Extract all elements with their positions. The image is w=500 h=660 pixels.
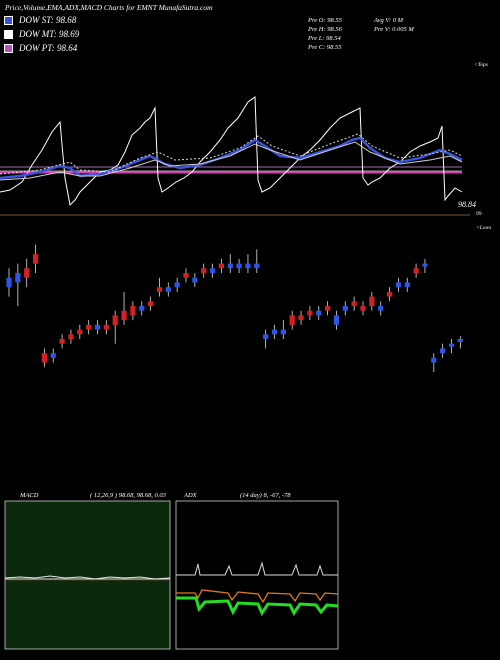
white-price-line — [0, 96, 463, 207]
candle-body — [41, 353, 47, 363]
candle-body — [139, 306, 145, 311]
candle-body — [112, 315, 118, 325]
candle-body — [342, 306, 348, 311]
candle-body — [218, 263, 224, 269]
dow-legend: DOW ST: 98.68 DOW MT: 98.69 DOW PT: 98.6… — [4, 14, 79, 56]
legend-swatch-pt — [4, 43, 13, 53]
stat-prev-high: Pre H: 98.56 — [308, 26, 342, 33]
candle-body — [68, 334, 74, 339]
stat-prev-close: Pre C: 98.55 — [308, 44, 342, 51]
legend-swatch-mt — [4, 29, 13, 39]
macd-line — [4, 575, 171, 580]
macd-background — [4, 500, 171, 650]
legend-label-st: DOW ST: 98.68 — [19, 15, 77, 25]
dow-mt-dashed-line — [0, 133, 463, 175]
candle-body — [413, 268, 419, 273]
candle-body — [103, 324, 109, 330]
candle-body — [457, 339, 463, 342]
legend-dow-mt: DOW MT: 98.69 — [4, 28, 79, 40]
candle-body — [130, 306, 136, 316]
candle-body — [298, 315, 304, 321]
stat-avg-volume: Avg V: 0 M — [374, 17, 403, 24]
candle-body — [378, 306, 384, 311]
candle-body — [245, 263, 251, 269]
candle-body — [156, 287, 163, 292]
plus-di-line — [176, 596, 339, 617]
candle-body — [94, 324, 101, 330]
candle-body — [386, 291, 393, 297]
candle-body — [271, 329, 278, 335]
adx-line — [176, 561, 338, 576]
chart-title: Price,Volume,EMA,ADX,MACD Charts for EMN… — [5, 3, 213, 12]
candle-body — [174, 282, 180, 288]
adx-params: (14 day) 8, -67, -78 — [240, 492, 291, 499]
macd-params: ( 12,26,9 ) 98.68, 98.68, 0.03 — [90, 492, 166, 499]
candle-body — [422, 263, 428, 267]
macd-label: MACD — [20, 492, 39, 499]
candle-body — [6, 277, 12, 288]
candle-body — [50, 353, 56, 358]
candle-body — [404, 282, 410, 288]
candle-body — [448, 343, 455, 347]
minus-di-line — [176, 589, 339, 604]
candle-body — [59, 339, 65, 344]
candle-body — [325, 306, 331, 311]
candlestick-series — [6, 244, 463, 372]
stat-prev-open: Pre O: 98.55 — [308, 17, 342, 24]
macd-title: MACD — [20, 492, 38, 499]
candle-body — [165, 287, 171, 292]
macd-panel — [4, 500, 171, 650]
candle-body — [254, 263, 260, 269]
candle-body — [333, 315, 340, 325]
candle-body — [201, 268, 207, 273]
legend-dow-st: DOW ST: 98.68 — [4, 14, 79, 26]
adx-title: ADX — [184, 492, 197, 499]
legend-swatch-st — [4, 15, 13, 25]
candle-body — [431, 357, 437, 363]
candle-body — [316, 310, 322, 316]
candle-body — [15, 273, 21, 283]
stat-prev-low: Pre L: 98.54 — [308, 35, 341, 42]
candle-body — [351, 301, 357, 306]
tops-label: <Tops — [474, 62, 488, 68]
adx-panel — [175, 500, 339, 650]
lows-label: <Lows — [476, 225, 492, 231]
candle-body — [77, 329, 83, 335]
candle-body — [192, 277, 198, 283]
legend-label-mt: DOW MT: 98.69 — [19, 29, 80, 39]
stat-prev-volume: Pre V: 0.005 M — [374, 26, 414, 33]
candle-body — [395, 282, 401, 288]
candle-body — [263, 334, 269, 339]
candle-body — [360, 306, 366, 311]
candle-body — [440, 348, 446, 354]
legend-dow-pt: DOW PT: 98.64 — [4, 42, 79, 54]
price-tick-label: 99 — [476, 211, 482, 217]
candle-body — [24, 268, 30, 278]
last-price-label: 98.84 — [458, 200, 476, 209]
candle-body — [369, 296, 375, 306]
candle-body — [227, 263, 233, 269]
candle-body — [236, 263, 242, 269]
candle-body — [307, 310, 313, 316]
candle-body — [209, 268, 216, 273]
price-panel — [0, 96, 470, 216]
candle-body — [183, 273, 189, 278]
candle-body — [32, 254, 39, 264]
candle-body — [86, 324, 92, 330]
candle-body — [148, 301, 154, 306]
candle-body — [280, 329, 286, 335]
legend-label-pt: DOW PT: 98.64 — [19, 43, 78, 53]
candle-body — [121, 310, 127, 321]
dow-mt-line — [0, 141, 463, 181]
adx-label: ADX — [184, 492, 197, 499]
candle-body — [289, 315, 295, 325]
